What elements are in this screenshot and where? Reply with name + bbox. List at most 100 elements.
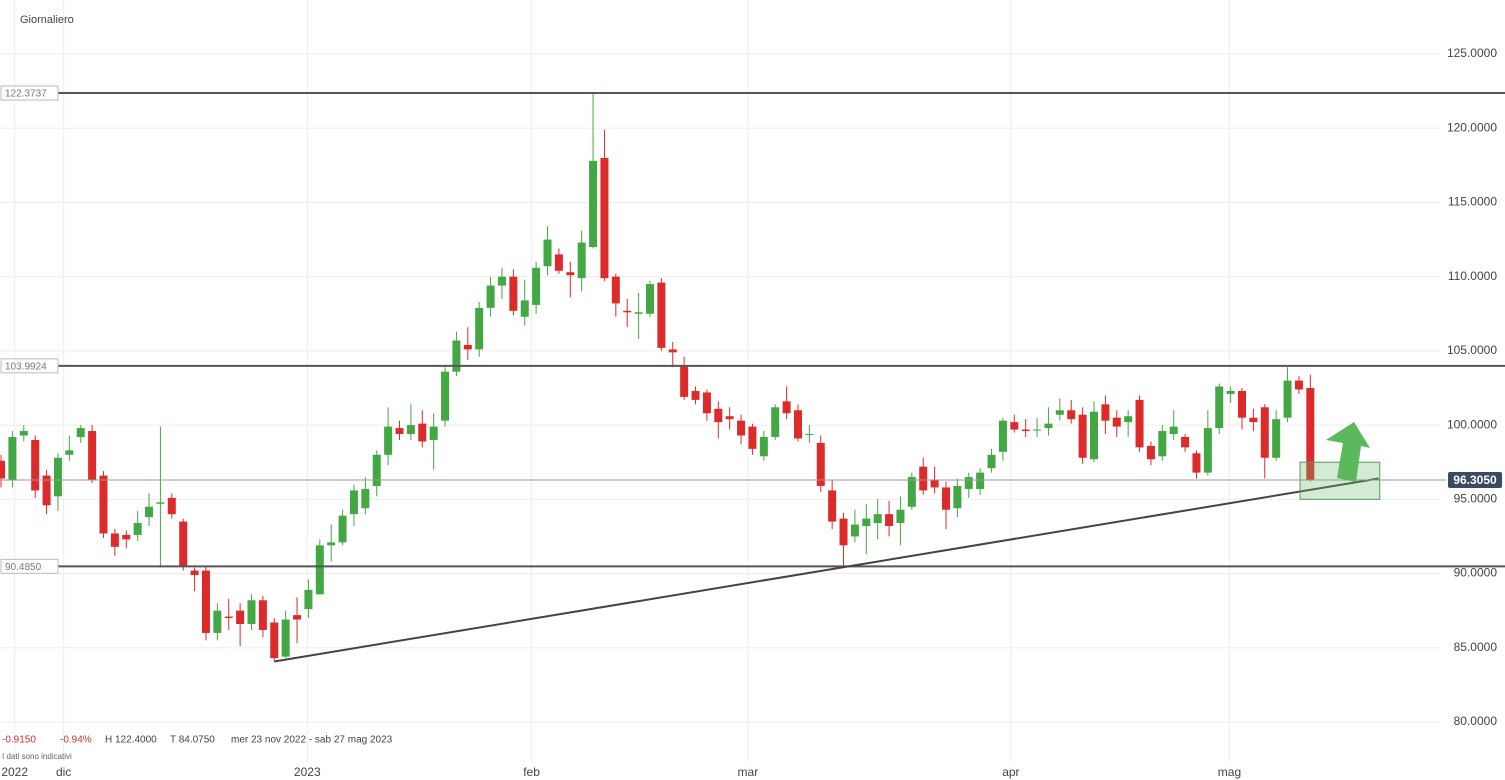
candle-body — [850, 524, 859, 537]
candle-body — [122, 534, 131, 540]
candle-body — [771, 407, 780, 437]
candle-body — [31, 439, 40, 491]
y-tick-label: 85.0000 — [1454, 640, 1498, 654]
candle-body — [1283, 380, 1292, 418]
candle-body — [327, 542, 336, 546]
candle-body — [247, 600, 256, 624]
candle-body — [315, 545, 324, 595]
y-tick-label: 90.0000 — [1454, 566, 1498, 580]
candle-body — [497, 276, 506, 286]
candle-body — [680, 365, 689, 397]
candle-body — [1249, 417, 1258, 423]
candle-body — [668, 349, 677, 353]
candle-body — [179, 521, 188, 567]
x-tick-label: apr — [1002, 765, 1019, 779]
y-tick-label: 105.0000 — [1447, 343, 1497, 357]
candle-body — [1021, 429, 1030, 432]
candle-body — [19, 431, 28, 436]
last-price-box — [1448, 471, 1502, 488]
last-price-label: 96.3050 — [1453, 473, 1497, 487]
y-tick-label: 120.0000 — [1447, 120, 1497, 134]
candles — [0, 92, 1315, 662]
trendline — [274, 477, 1379, 663]
disclaimer: I dati sono indicativi — [2, 752, 72, 761]
candle-body — [554, 254, 563, 271]
candle-body — [441, 371, 450, 421]
candle-body — [976, 472, 985, 489]
candle-body — [1101, 404, 1110, 421]
candle-body — [691, 390, 700, 400]
candle-body — [1033, 429, 1042, 431]
candle-body — [0, 460, 6, 479]
candle-body — [737, 420, 746, 436]
candle-body — [372, 454, 381, 486]
candle-body — [623, 310, 632, 313]
candle-body — [1124, 416, 1133, 423]
candle-body — [190, 570, 199, 576]
change: -0.9150 — [2, 735, 36, 746]
candle-body — [1055, 410, 1064, 415]
level-label: 103.9924 — [5, 361, 47, 372]
candle-body — [759, 436, 768, 457]
x-tick-label: mar — [738, 765, 759, 779]
y-tick-label: 115.0000 — [1448, 195, 1497, 209]
candle-body — [1044, 423, 1053, 429]
level-label: 122.3737 — [5, 89, 47, 100]
candle-body — [486, 285, 495, 308]
candle-body — [930, 480, 939, 488]
date-range: mer 23 nov 2022 - sab 27 mag 2023 — [231, 735, 393, 746]
timeframe-label: Giornaliero — [20, 14, 74, 26]
level-label-box — [0, 358, 59, 374]
candle-body — [520, 300, 529, 317]
high-info: H 122.4000 — [105, 735, 157, 746]
candle-body — [53, 457, 62, 497]
x-tick-label: 2023 — [294, 765, 321, 779]
candle-body — [270, 622, 279, 659]
y-tick-label: 80.0000 — [1454, 714, 1498, 728]
candle-body — [509, 276, 518, 311]
x-tick-label: mag — [1218, 765, 1241, 779]
candle-body — [1226, 390, 1235, 394]
overlays: 122.3737 103.9924 90.4850 96.3050 — [0, 85, 1505, 663]
candle-body — [782, 401, 791, 414]
candle-body — [1294, 380, 1303, 390]
candle-body — [1067, 410, 1076, 420]
y-tick-label: 125.0000 — [1447, 46, 1497, 60]
candle-body — [805, 434, 814, 436]
candle-body — [702, 392, 711, 414]
candle-body — [873, 514, 882, 524]
candle-body — [907, 477, 916, 507]
candle-body — [452, 340, 461, 372]
candle-body — [145, 506, 154, 518]
candle-body — [645, 284, 654, 314]
candle-body — [418, 423, 427, 442]
candle-body — [1010, 422, 1019, 430]
candle-body — [839, 518, 848, 546]
candle-body — [793, 410, 802, 439]
candle-body — [1306, 387, 1315, 481]
x-tick-label: dic — [56, 765, 71, 779]
candle-body — [1238, 390, 1247, 418]
candle-body — [828, 490, 837, 522]
level-label-box — [0, 558, 59, 574]
candle-body — [1192, 453, 1201, 473]
candle-body — [406, 425, 415, 435]
candle-body — [600, 157, 609, 279]
candle-body — [987, 454, 996, 469]
candle-body — [224, 616, 233, 619]
candle-body — [1181, 436, 1190, 448]
candle-body — [8, 436, 17, 481]
candle-body — [349, 490, 358, 515]
up-arrow — [1326, 422, 1370, 482]
candle-body — [714, 408, 723, 423]
candle-body — [611, 276, 620, 304]
x-tick-label: feb — [523, 765, 540, 779]
y-tick-label: 100.0000 — [1447, 417, 1497, 431]
candle-body — [1146, 445, 1155, 460]
candle-body — [258, 600, 267, 630]
candle-body — [76, 428, 85, 437]
candle-body — [201, 570, 210, 633]
candle-body — [657, 282, 666, 348]
